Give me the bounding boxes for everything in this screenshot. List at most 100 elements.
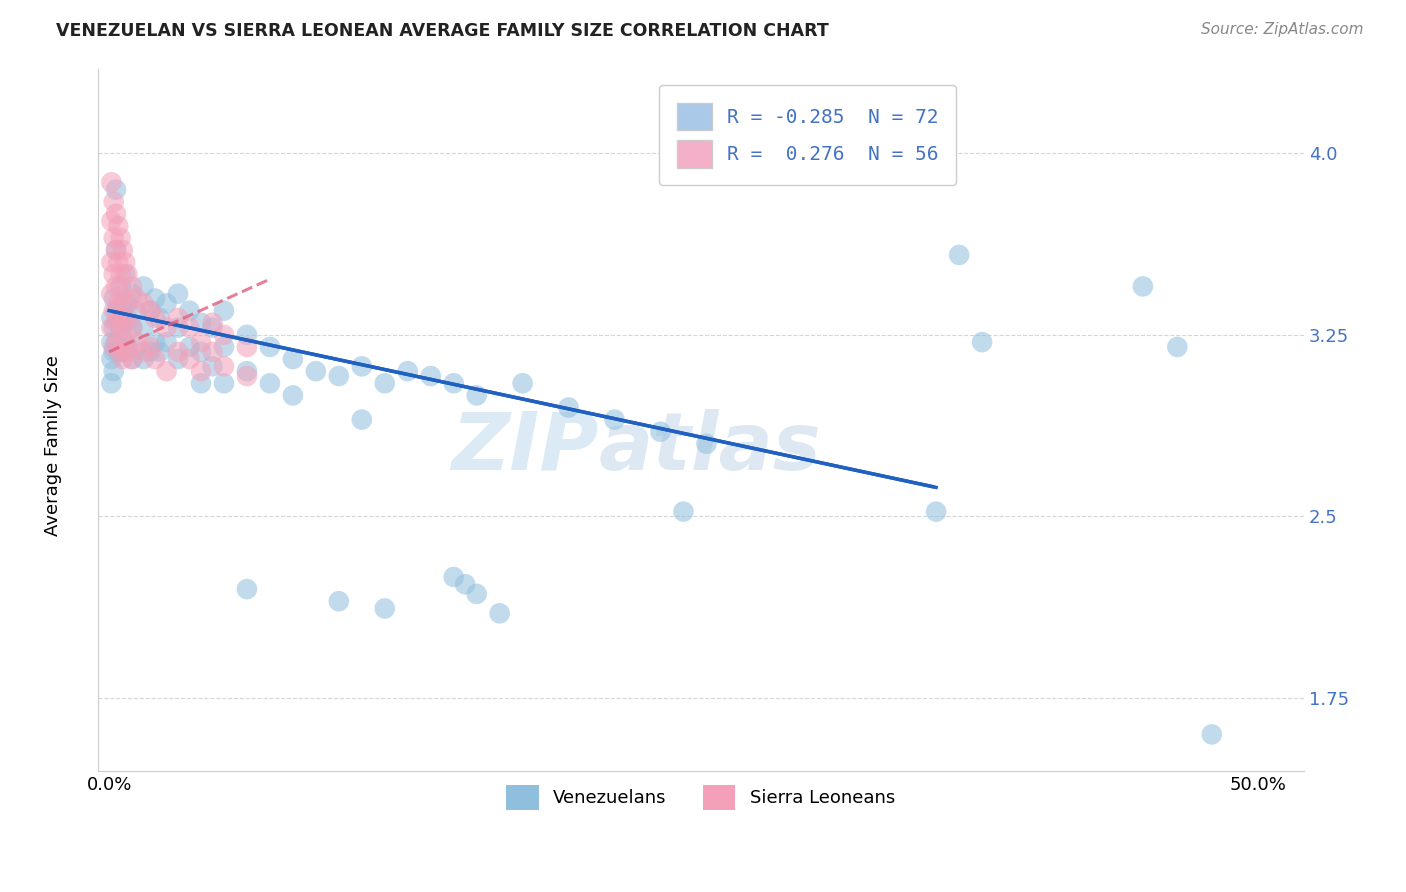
- Point: [103, 340, 125, 354]
- Point: [167, 286, 190, 301]
- Point: [100, 175, 122, 189]
- Point: [125, 335, 148, 350]
- Point: [100, 214, 122, 228]
- Point: [139, 344, 162, 359]
- Point: [114, 316, 136, 330]
- Point: [132, 352, 155, 367]
- Point: [212, 359, 235, 374]
- Point: [111, 320, 134, 334]
- Point: [1166, 340, 1188, 354]
- Point: [374, 376, 396, 391]
- Point: [121, 352, 143, 367]
- Point: [557, 401, 579, 415]
- Point: [110, 231, 132, 245]
- Point: [111, 243, 134, 257]
- Point: [672, 505, 695, 519]
- Point: [125, 292, 148, 306]
- Point: [121, 352, 143, 367]
- Point: [512, 376, 534, 391]
- Point: [100, 376, 122, 391]
- Point: [110, 344, 132, 359]
- Point: [132, 296, 155, 310]
- Point: [190, 376, 212, 391]
- Point: [465, 388, 488, 402]
- Point: [117, 296, 139, 310]
- Point: [103, 303, 125, 318]
- Point: [236, 340, 259, 354]
- Point: [179, 303, 201, 318]
- Point: [695, 437, 717, 451]
- Point: [104, 243, 127, 257]
- Point: [350, 359, 373, 374]
- Point: [111, 335, 134, 350]
- Point: [143, 310, 166, 325]
- Point: [121, 279, 143, 293]
- Point: [107, 296, 129, 310]
- Point: [179, 352, 201, 367]
- Point: [155, 335, 177, 350]
- Point: [650, 425, 672, 439]
- Point: [111, 303, 134, 318]
- Point: [121, 286, 143, 301]
- Point: [121, 320, 143, 334]
- Point: [948, 248, 970, 262]
- Point: [125, 303, 148, 318]
- Point: [212, 376, 235, 391]
- Point: [236, 364, 259, 378]
- Point: [328, 369, 350, 384]
- Point: [103, 344, 125, 359]
- Point: [374, 601, 396, 615]
- Point: [100, 335, 122, 350]
- Point: [190, 335, 212, 350]
- Point: [104, 335, 127, 350]
- Point: [103, 194, 125, 209]
- Point: [1201, 727, 1223, 741]
- Point: [110, 279, 132, 293]
- Point: [149, 344, 172, 359]
- Point: [970, 335, 993, 350]
- Point: [143, 292, 166, 306]
- Point: [117, 268, 139, 282]
- Point: [179, 340, 201, 354]
- Point: [155, 320, 177, 334]
- Legend: Venezuelans, Sierra Leoneans: Venezuelans, Sierra Leoneans: [492, 771, 910, 825]
- Point: [132, 320, 155, 334]
- Point: [259, 376, 281, 391]
- Text: Average Family Size: Average Family Size: [45, 356, 62, 536]
- Point: [114, 268, 136, 282]
- Point: [212, 327, 235, 342]
- Point: [281, 352, 304, 367]
- Point: [149, 310, 172, 325]
- Point: [143, 352, 166, 367]
- Point: [107, 219, 129, 233]
- Point: [350, 412, 373, 426]
- Point: [143, 335, 166, 350]
- Point: [104, 279, 127, 293]
- Point: [111, 286, 134, 301]
- Point: [396, 364, 419, 378]
- Point: [103, 292, 125, 306]
- Point: [167, 352, 190, 367]
- Point: [104, 183, 127, 197]
- Point: [100, 352, 122, 367]
- Point: [114, 255, 136, 269]
- Point: [1132, 279, 1154, 293]
- Point: [179, 320, 201, 334]
- Point: [155, 364, 177, 378]
- Point: [201, 316, 224, 330]
- Point: [488, 607, 510, 621]
- Point: [110, 268, 132, 282]
- Point: [236, 369, 259, 384]
- Point: [603, 412, 626, 426]
- Point: [155, 296, 177, 310]
- Point: [167, 310, 190, 325]
- Point: [305, 364, 328, 378]
- Point: [190, 364, 212, 378]
- Text: atlas: atlas: [598, 409, 821, 487]
- Point: [103, 231, 125, 245]
- Point: [167, 320, 190, 334]
- Point: [167, 344, 190, 359]
- Point: [443, 376, 465, 391]
- Point: [139, 303, 162, 318]
- Point: [114, 296, 136, 310]
